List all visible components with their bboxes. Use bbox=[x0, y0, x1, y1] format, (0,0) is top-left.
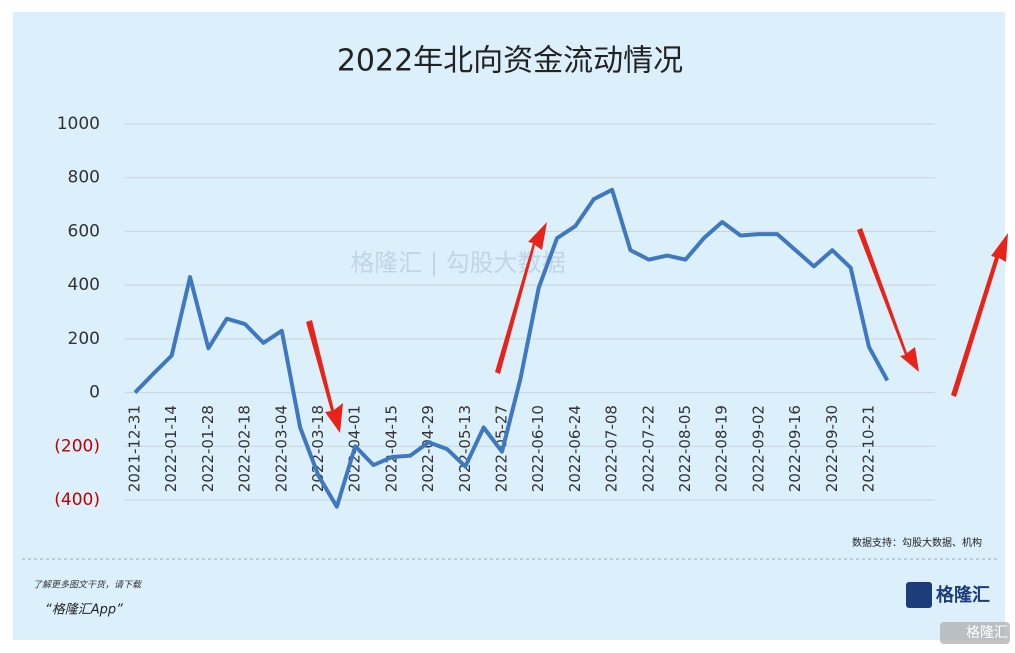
x-tick-label: 2022-09-30 bbox=[823, 405, 841, 492]
y-tick-label: 400 bbox=[68, 275, 100, 295]
plot: (400) (200) 0 200 400 600 800 1000 2021-12-31 202… bbox=[54, 114, 935, 510]
x-tick-label: 2022-04-29 bbox=[419, 405, 437, 492]
x-tick-label: 2022-08-05 bbox=[676, 405, 694, 492]
arrow bbox=[857, 228, 919, 372]
arrow bbox=[951, 233, 1008, 397]
x-tick-label: 2022-10-21 bbox=[860, 405, 878, 492]
y-tick-label: (400) bbox=[54, 490, 100, 510]
y-tick-label: 1000 bbox=[57, 114, 100, 134]
y-tick-label: (200) bbox=[54, 436, 100, 456]
badge: 格隆汇 bbox=[966, 625, 1008, 641]
x-tick-label: 2022-01-14 bbox=[162, 405, 180, 492]
y-tick-label: 0 bbox=[89, 383, 100, 403]
x-tick-label: 2022-04-15 bbox=[382, 405, 400, 492]
x-tick-label: 2022-09-16 bbox=[786, 405, 804, 492]
y-tick-label: 200 bbox=[68, 329, 100, 349]
arrow bbox=[495, 222, 547, 374]
arrow bbox=[306, 320, 343, 433]
x-tick-label: 2022-07-22 bbox=[639, 405, 657, 492]
x-tick-label: 2022-09-02 bbox=[749, 405, 767, 492]
chart-title: 2022年北向资金流动情况 bbox=[337, 44, 683, 79]
x-tick-label: 2021-12-31 bbox=[126, 405, 144, 492]
source: 数据支持：勾股大数据、机构 bbox=[852, 536, 982, 549]
badge-bg bbox=[940, 622, 1010, 644]
footer-note: 了解更多图文干货，请下载 bbox=[33, 580, 142, 591]
x-tick-label: 2022-07-08 bbox=[603, 405, 621, 492]
x-tick-label: 2022-01-28 bbox=[199, 405, 217, 492]
x-tick-label: 2022-06-24 bbox=[566, 405, 584, 492]
x-tick-label: 2022-06-10 bbox=[529, 405, 547, 492]
footer-app: “格隆汇App” bbox=[45, 603, 123, 618]
x-tick-label: 2022-02-18 bbox=[236, 405, 254, 492]
annotation-arrows bbox=[306, 222, 1008, 433]
x-tick-label: 2022-05-13 bbox=[456, 405, 474, 492]
logo-icon bbox=[906, 582, 932, 608]
y-tick-label: 600 bbox=[68, 221, 100, 241]
y-tick-label: 800 bbox=[68, 168, 100, 188]
logo: 格隆汇 bbox=[936, 584, 990, 606]
data-line bbox=[133, 187, 890, 509]
x-tick-label: 2022-08-19 bbox=[713, 405, 731, 492]
x-tick-label: 2022-03-18 bbox=[309, 405, 327, 492]
watermark: 格隆汇 | 勾股大数据 bbox=[350, 249, 565, 277]
x-tick-label: 2022-03-04 bbox=[272, 405, 290, 492]
